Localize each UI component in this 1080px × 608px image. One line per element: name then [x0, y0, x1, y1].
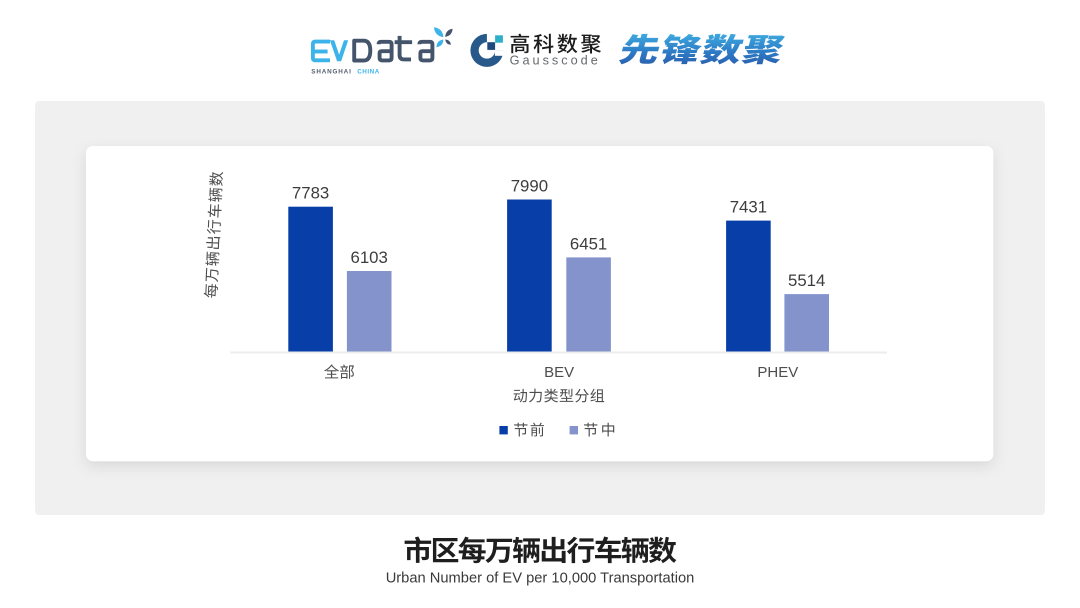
svg-text:BEV: BEV [544, 364, 574, 381]
svg-text:PHEV: PHEV [757, 364, 798, 381]
svg-text:5514: 5514 [788, 271, 825, 290]
svg-text:SHANGHAI: SHANGHAI [311, 69, 351, 76]
svg-text:7431: 7431 [730, 198, 767, 217]
svg-text:Urban Number of EV per 10,000: Urban Number of EV per 10,000 Transporta… [386, 571, 695, 587]
svg-text:6451: 6451 [570, 234, 607, 253]
svg-text:6103: 6103 [351, 248, 388, 267]
svg-text:7783: 7783 [292, 184, 329, 203]
svg-text:CHINA: CHINA [357, 69, 380, 76]
svg-text:7990: 7990 [511, 176, 548, 195]
svg-text:Gausscode: Gausscode [510, 54, 601, 68]
